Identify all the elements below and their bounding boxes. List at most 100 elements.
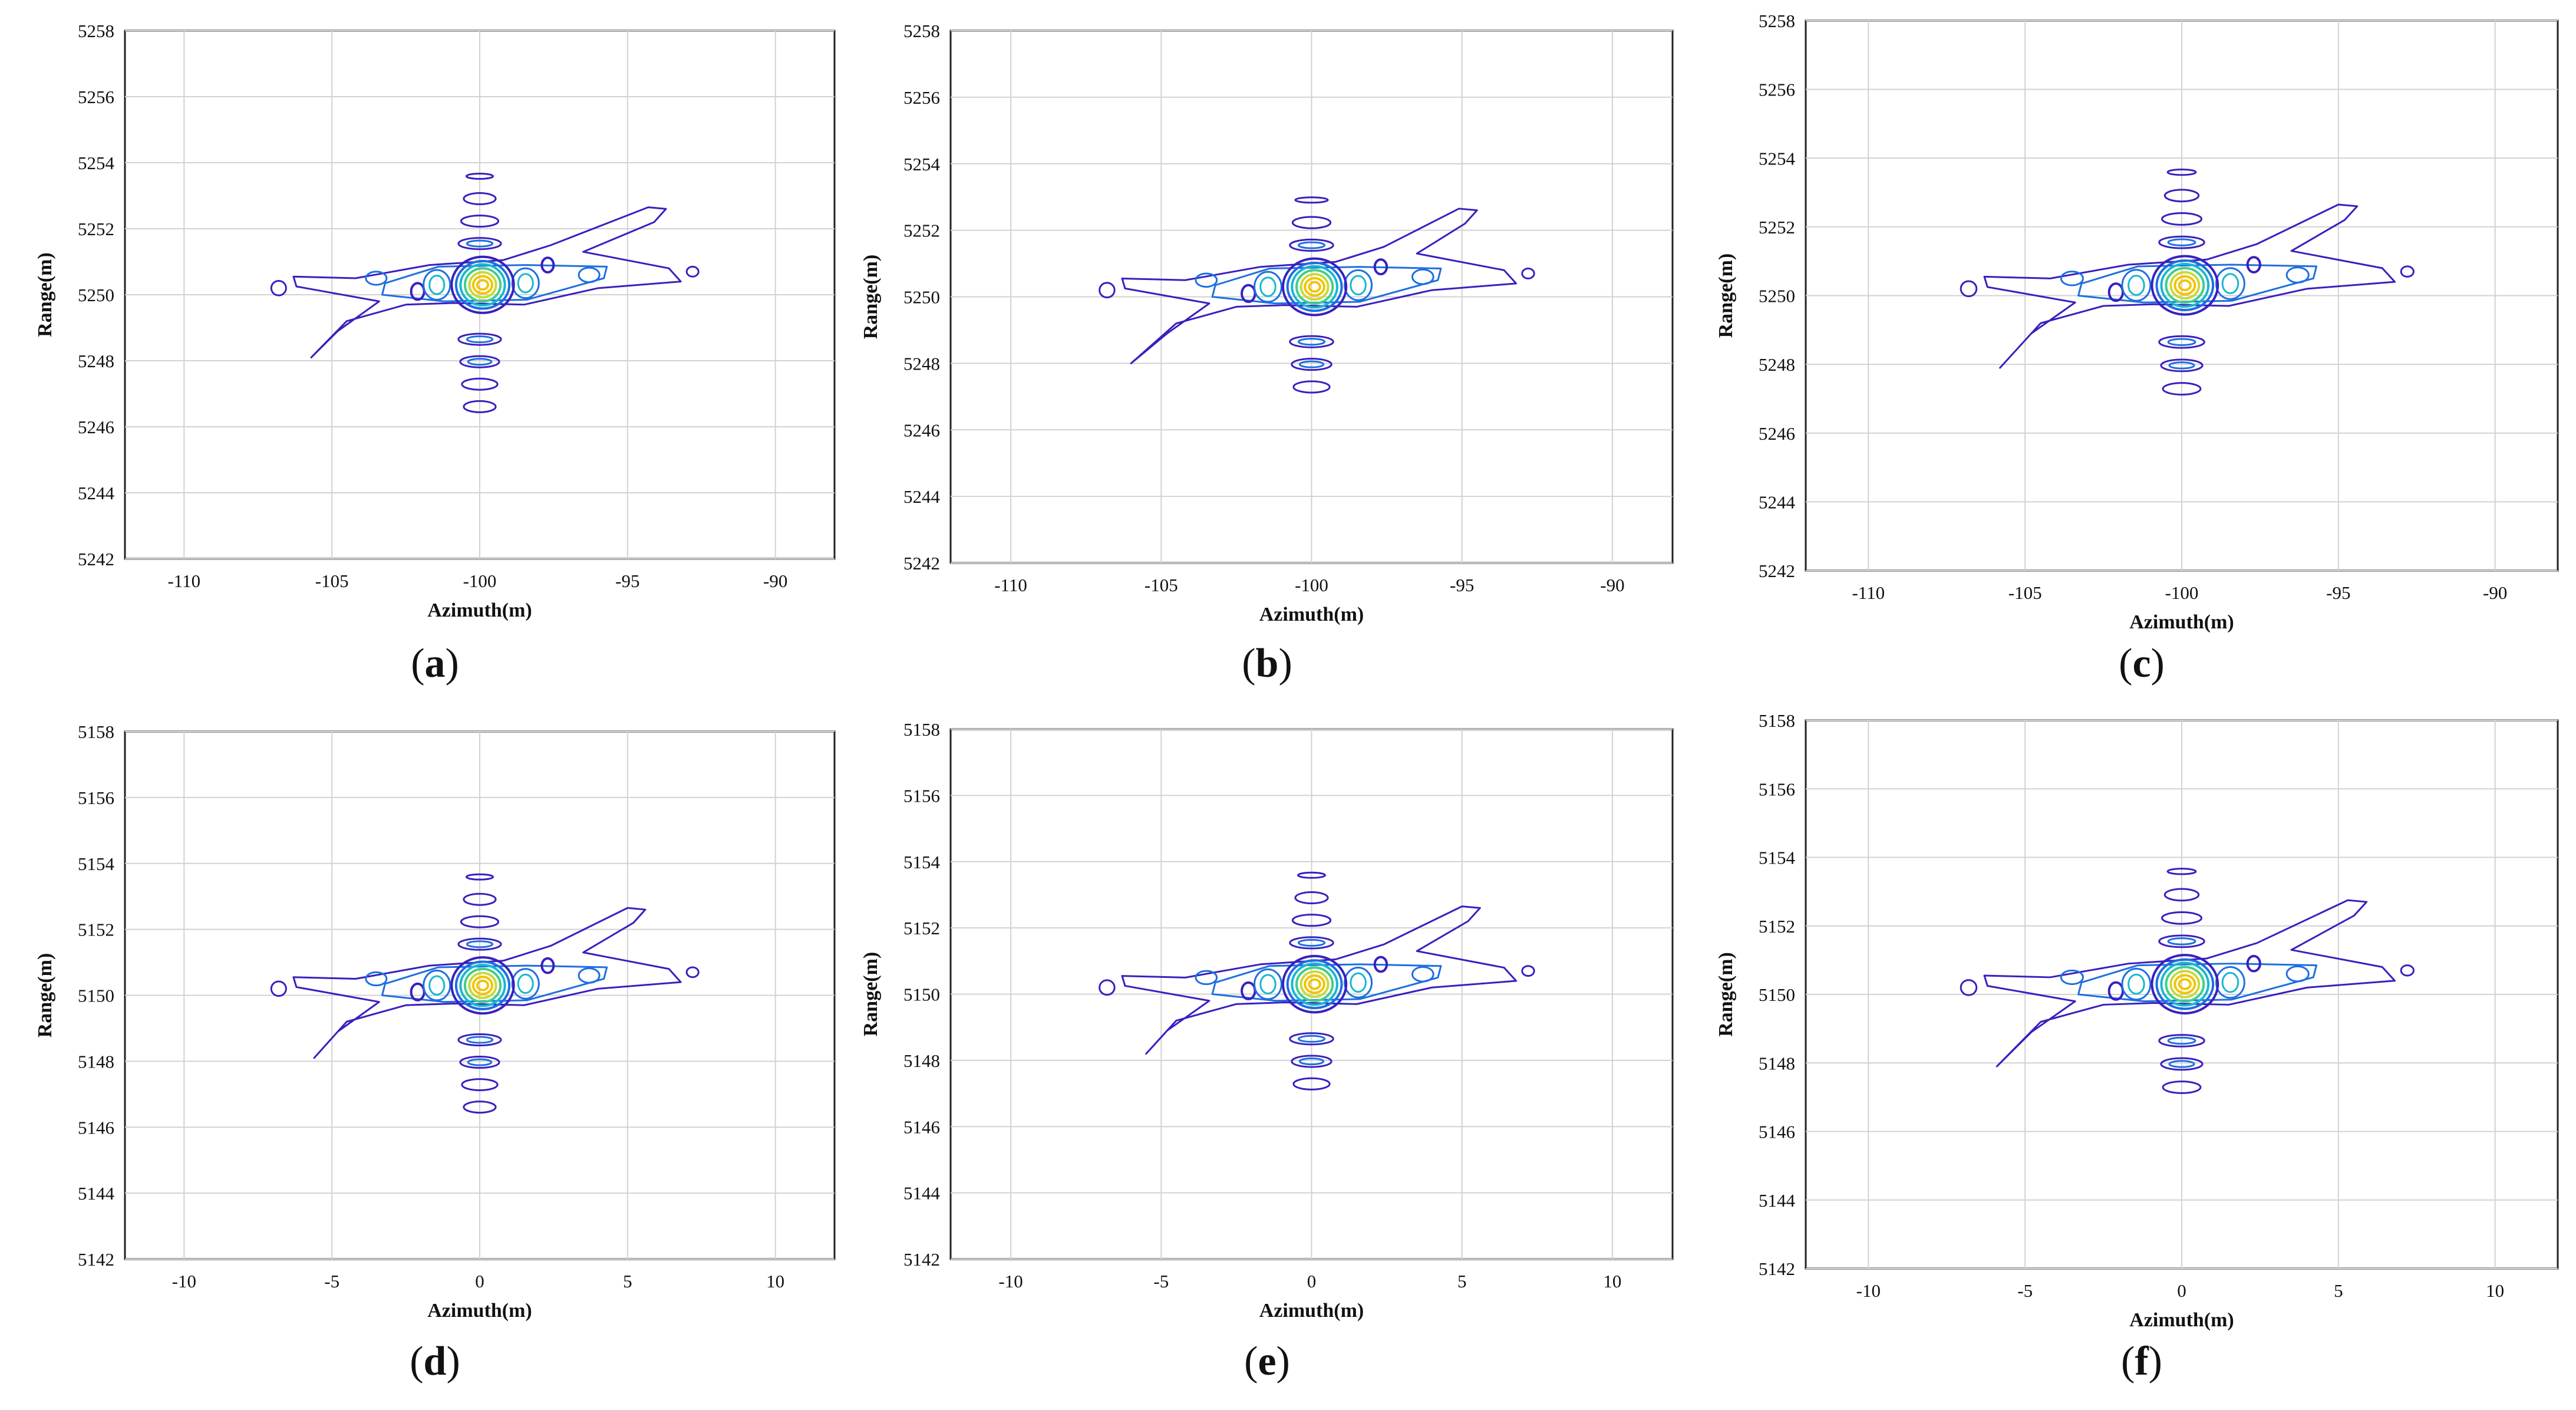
contour-range-sidelobe — [1289, 335, 1334, 348]
contour-range-sidelobe — [457, 332, 502, 346]
contour-range-sidelobe — [1297, 338, 1326, 346]
contour-range-sidelobe — [461, 1078, 499, 1092]
contour-side-blob — [1960, 280, 1978, 298]
contour-mid-streak — [2077, 963, 2318, 1003]
y-tick-label: 5154 — [78, 854, 115, 874]
y-tick-label: 5254 — [1759, 148, 1796, 169]
contour-range-sidelobe — [2162, 1080, 2202, 1094]
y-tick-label: 5246 — [903, 420, 940, 440]
chart-panel-e: -10 -5 0 5 10 5142 5144 5146 5148 5150 5152 5154 515… — [860, 719, 1674, 1384]
x-tick-label: -10 — [998, 1271, 1023, 1292]
y-tick-label: 5248 — [903, 353, 940, 374]
contour-range-sidelobe — [2168, 1060, 2195, 1068]
contour-side-blob — [1411, 966, 1434, 983]
contour-sidelobe-left — [423, 269, 451, 301]
contour-main-lobe — [1282, 257, 1348, 317]
y-axis-label: Range(m) — [1715, 952, 1737, 1037]
y-tick-label: 5156 — [903, 785, 940, 806]
contour-sidelobe-left — [1254, 968, 1282, 1000]
contour-range-sidelobe — [2161, 911, 2202, 925]
contour-range-sidelobe — [2158, 934, 2205, 948]
contour-sidelobe-right — [1344, 269, 1373, 301]
contour-side-blob — [2285, 965, 2310, 983]
contour-plot — [1099, 196, 1535, 394]
contour-main-lobe — [1286, 959, 1343, 1010]
x-tick-label: 10 — [766, 1271, 784, 1292]
contour-range-sidelobe — [1291, 1055, 1332, 1068]
contour-null-blob — [2246, 954, 2261, 973]
x-tick-label: -90 — [2483, 582, 2507, 603]
contour-range-sidelobe — [457, 1033, 502, 1047]
contour-range-sidelobe — [2167, 937, 2196, 946]
y-tick-label: 5250 — [78, 285, 114, 305]
contour-range-sidelobe — [2167, 1036, 2196, 1045]
contour-side-blob — [1195, 272, 1218, 288]
contour-range-sidelobe — [1289, 1032, 1334, 1046]
x-tick-label: -110 — [994, 575, 1027, 595]
contour-sidelobe-left — [1259, 276, 1277, 297]
x-tick-label: -5 — [1153, 1271, 1169, 1292]
contour-main-lobe — [454, 259, 511, 310]
y-tick-label: 5158 — [903, 719, 940, 740]
contour-main-lobe — [468, 271, 497, 299]
x-tick-label: -95 — [2326, 582, 2350, 603]
y-tick-label: 5242 — [78, 549, 114, 569]
panel-label: (c) — [2119, 641, 2165, 686]
contour-sidelobe-right — [2221, 273, 2239, 294]
y-tick-label: 5146 — [78, 1117, 114, 1138]
contour-range-sidelobe — [457, 237, 502, 251]
contour-main-lobe — [454, 960, 511, 1010]
contour-range-sidelobe — [1291, 914, 1332, 927]
contour-range-sidelobe — [2160, 1057, 2204, 1071]
panel-label: (e) — [1244, 1339, 1290, 1384]
x-tick-label: -10 — [172, 1271, 196, 1292]
y-axis-label: Range(m) — [860, 255, 882, 340]
y-tick-label: 5258 — [903, 21, 940, 41]
contour-plot — [1960, 168, 2415, 396]
y-tick-label: 5152 — [903, 918, 940, 938]
contour-main-lobe — [471, 976, 494, 996]
y-tick-label: 5154 — [1759, 848, 1796, 868]
contour-side-blob — [685, 966, 700, 979]
contour-side-blob — [1099, 979, 1116, 996]
y-tick-label: 5244 — [78, 483, 115, 503]
contour-side-blob — [1195, 970, 1218, 986]
contour-mid-streak — [381, 964, 608, 1003]
contour-range-sidelobe — [1289, 238, 1334, 252]
contour-range-sidelobe — [1294, 196, 1329, 204]
contour-mid-streak — [2077, 263, 2318, 304]
y-tick-label: 5244 — [903, 486, 941, 507]
contour-plot — [1099, 871, 1535, 1091]
contour-main-lobe — [2169, 970, 2201, 999]
contour-range-sidelobe — [460, 915, 500, 928]
contour-null-blob — [1373, 258, 1388, 276]
contour-main-lobe — [1299, 273, 1330, 301]
x-axis-label: Azimuth(m) — [1259, 604, 1364, 625]
contour-range-sidelobe — [463, 1101, 497, 1114]
y-tick-label: 5142 — [1759, 1259, 1795, 1279]
x-axis-label: Azimuth(m) — [427, 599, 532, 621]
contour-range-sidelobe — [465, 172, 494, 180]
contour-null-blob — [2246, 256, 2261, 274]
x-tick-label: 5 — [1457, 1271, 1467, 1292]
y-tick-label: 5248 — [78, 351, 114, 371]
contour-main-lobe — [2165, 966, 2205, 1003]
y-tick-label: 5152 — [1759, 916, 1795, 937]
contour-range-sidelobe — [2168, 361, 2195, 370]
chart-panel-c: -110 -105 -100 -95 -90 5242 5244 5246 5248 5250 52… — [1715, 11, 2559, 686]
y-tick-label: 5250 — [1759, 286, 1795, 307]
x-tick-label: -105 — [2008, 582, 2042, 603]
y-axis-label: Range(m) — [1715, 253, 1737, 338]
y-tick-label: 5144 — [903, 1183, 941, 1204]
contour-sidelobe-left — [423, 970, 451, 1002]
chart-panel-d: -10 -5 0 5 10 5142 5144 5146 5148 5150 5152 5154 515… — [34, 722, 836, 1384]
contour-side-blob — [2400, 964, 2415, 977]
x-tick-label: -100 — [2165, 582, 2199, 603]
contour-main-lobe — [2169, 271, 2201, 300]
panel-label: (f) — [2121, 1339, 2162, 1384]
chart-panel-f: -10 -5 0 5 10 5142 5144 5146 5148 5150 5152 5154 515… — [1715, 710, 2559, 1384]
contour-range-sidelobe — [1292, 1077, 1331, 1091]
x-axis-label: Azimuth(m) — [1259, 1300, 1364, 1322]
contour-plot — [270, 172, 700, 413]
y-tick-label: 5256 — [903, 87, 940, 108]
